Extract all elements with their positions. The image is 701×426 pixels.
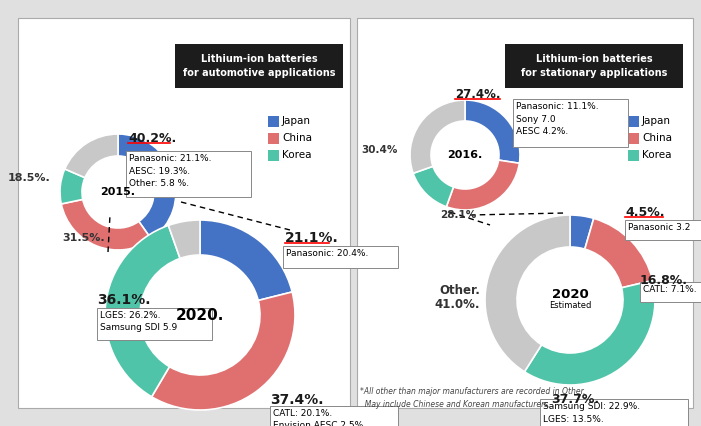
Bar xyxy=(357,18,693,408)
Text: China: China xyxy=(642,133,672,143)
Wedge shape xyxy=(105,225,180,397)
Text: Panasonic: 21.1%.
AESC: 19.3%.
Other: 5.8 %.: Panasonic: 21.1%. AESC: 19.3%. Other: 5.… xyxy=(129,154,212,188)
Text: Japan: Japan xyxy=(282,116,311,126)
Text: 36.1%.: 36.1%. xyxy=(97,293,151,307)
Text: 41.0%.: 41.0%. xyxy=(435,299,480,311)
Text: 16.8%.: 16.8%. xyxy=(640,273,688,287)
Text: 27.4%.: 27.4%. xyxy=(455,89,501,101)
Text: 2016.: 2016. xyxy=(447,150,482,160)
Text: Samsung SDI: 22.9%.
LGES: 13.5%.: Samsung SDI: 22.9%. LGES: 13.5%. xyxy=(543,402,640,423)
Wedge shape xyxy=(585,219,653,288)
Bar xyxy=(97,308,212,340)
Wedge shape xyxy=(64,134,118,178)
Bar xyxy=(283,246,398,268)
Wedge shape xyxy=(118,134,176,239)
Text: 21.1%.: 21.1%. xyxy=(285,231,339,245)
Text: Korea: Korea xyxy=(282,150,311,160)
Wedge shape xyxy=(168,220,200,259)
Text: Estimated: Estimated xyxy=(549,302,591,311)
Wedge shape xyxy=(465,100,520,163)
Text: Lithium-ion batteries
for stationary applications: Lithium-ion batteries for stationary app… xyxy=(521,54,667,78)
Text: *All other than major manufacturers are recorded in Other.
  May include Chinese: *All other than major manufacturers are … xyxy=(360,387,585,409)
Text: Panasonic: 11.1%.
Sony 7.0
AESC 4.2%.: Panasonic: 11.1%. Sony 7.0 AESC 4.2%. xyxy=(516,102,599,136)
Wedge shape xyxy=(410,100,465,173)
Bar xyxy=(268,116,279,127)
Wedge shape xyxy=(524,280,655,385)
Text: China: China xyxy=(282,133,312,143)
Bar xyxy=(270,406,398,426)
Wedge shape xyxy=(413,166,454,207)
Text: Panasonic 3.2: Panasonic 3.2 xyxy=(628,223,690,232)
Text: Lithium-ion batteries
for automotive applications: Lithium-ion batteries for automotive app… xyxy=(183,54,335,78)
Bar xyxy=(628,116,639,127)
Wedge shape xyxy=(570,215,594,249)
Wedge shape xyxy=(151,292,295,410)
Bar xyxy=(505,44,683,88)
Text: 18.5%.: 18.5%. xyxy=(7,173,50,183)
Wedge shape xyxy=(447,160,519,210)
Text: 37.4%.: 37.4%. xyxy=(270,393,323,407)
Bar xyxy=(18,18,350,408)
Text: 31.5%.: 31.5%. xyxy=(62,233,104,243)
Text: Panasonic: 20.4%.: Panasonic: 20.4%. xyxy=(286,249,368,258)
Text: Korea: Korea xyxy=(642,150,672,160)
Bar xyxy=(540,399,688,426)
Text: 2020.: 2020. xyxy=(176,308,224,322)
Text: LGES: 26.2%.
Samsung SDI 5.9: LGES: 26.2%. Samsung SDI 5.9 xyxy=(100,311,177,333)
Bar xyxy=(628,150,639,161)
Wedge shape xyxy=(61,199,151,250)
Wedge shape xyxy=(200,220,292,300)
Text: 2015.: 2015. xyxy=(100,187,135,197)
Text: 2020: 2020 xyxy=(552,288,588,300)
Text: 40.2%.: 40.2%. xyxy=(128,132,176,146)
Text: 37.7%.: 37.7%. xyxy=(551,393,599,406)
Wedge shape xyxy=(485,215,570,372)
Bar xyxy=(513,99,628,147)
Text: 28.1%: 28.1% xyxy=(440,210,476,220)
Bar xyxy=(640,282,701,302)
Text: CATL: 7.1%.: CATL: 7.1%. xyxy=(643,285,697,294)
Text: Other.: Other. xyxy=(439,283,480,296)
Bar xyxy=(268,133,279,144)
Text: 4.5%.: 4.5%. xyxy=(625,207,665,219)
Text: Japan: Japan xyxy=(642,116,671,126)
Text: 30.4%: 30.4% xyxy=(362,145,398,155)
Wedge shape xyxy=(60,169,85,204)
Bar xyxy=(268,150,279,161)
Bar xyxy=(628,133,639,144)
Bar xyxy=(175,44,343,88)
Bar xyxy=(625,220,701,240)
Bar xyxy=(126,151,251,197)
Text: CATL: 20.1%.
Envision AESC 2.5%.: CATL: 20.1%. Envision AESC 2.5%. xyxy=(273,409,366,426)
